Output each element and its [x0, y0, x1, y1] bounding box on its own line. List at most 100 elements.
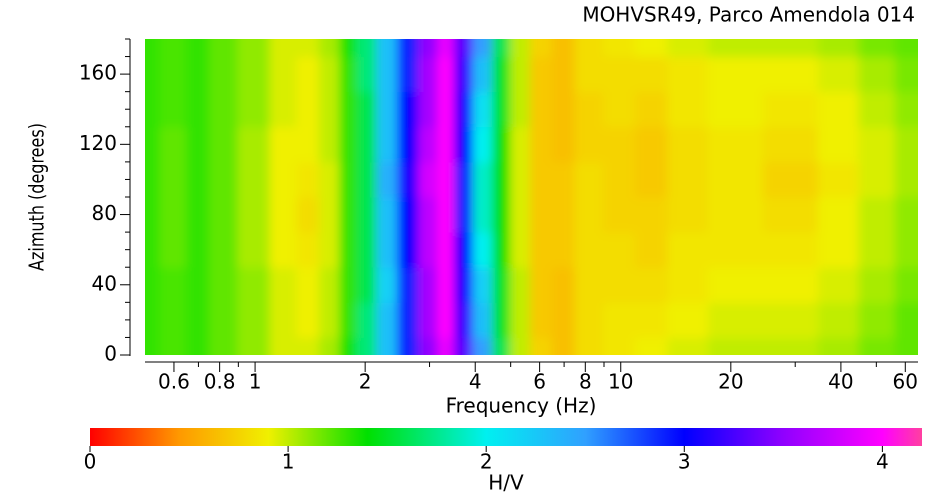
heat-cell — [209, 197, 238, 233]
heat-cell — [763, 232, 819, 268]
heat-cell — [818, 267, 860, 303]
heat-cell — [319, 161, 340, 198]
heat-cell — [397, 126, 419, 163]
heat-cell — [894, 126, 918, 163]
heat-cell — [858, 267, 896, 303]
heat-cell — [418, 39, 438, 58]
heat-cell — [269, 91, 297, 128]
colorbar-label: H/V — [488, 471, 524, 495]
heat-cell — [237, 232, 271, 268]
heat-cell — [339, 232, 358, 268]
heat-cell — [159, 337, 187, 355]
x-tick-label: 6 — [533, 370, 546, 394]
heat-cell — [437, 91, 455, 128]
heat-cell — [237, 267, 271, 303]
heat-cell — [186, 302, 210, 338]
y-tick-label: 120 — [79, 131, 117, 155]
heat-cell — [437, 39, 455, 58]
heat-cell — [472, 126, 493, 163]
heat-cell — [186, 39, 210, 58]
heat-cell — [635, 161, 668, 198]
heat-cell — [818, 302, 860, 338]
heat-cell — [339, 197, 358, 233]
heat-cell — [397, 337, 419, 355]
heat-cell — [418, 302, 438, 338]
heat-cell — [858, 91, 896, 128]
heat-cell — [209, 161, 238, 198]
heat-cell — [491, 267, 511, 303]
heat-cell — [635, 337, 668, 355]
heat-cell — [551, 197, 576, 233]
heat-cell — [437, 161, 455, 198]
heat-cell — [237, 126, 271, 163]
heat-cell — [858, 232, 896, 268]
heat-cell — [397, 302, 419, 338]
heat-cell — [635, 126, 668, 163]
heat-cell — [574, 302, 604, 338]
heat-cell — [491, 302, 511, 338]
x-tick-label: 1 — [249, 370, 262, 394]
heat-cell — [574, 197, 604, 233]
heat-cell — [356, 267, 377, 303]
heat-cell — [763, 39, 819, 58]
heat-cell — [491, 232, 511, 268]
heat-cell — [418, 126, 438, 163]
heat-cell — [339, 91, 358, 128]
heat-cell — [453, 232, 474, 268]
heat-cell — [529, 197, 553, 233]
heat-cell — [574, 337, 604, 355]
heat-cell — [319, 91, 340, 128]
heat-cell — [667, 197, 709, 233]
heat-cell — [667, 56, 709, 93]
heat-cell — [186, 197, 210, 233]
heat-cell — [551, 302, 576, 338]
heat-cell — [376, 337, 398, 355]
heat-cell — [603, 161, 636, 198]
heat-cell — [551, 39, 576, 58]
heat-cell — [418, 267, 438, 303]
heat-cell — [237, 302, 271, 338]
heat-cell — [269, 302, 297, 338]
heat-cell — [418, 161, 438, 198]
heat-cell — [529, 267, 553, 303]
heat-cell — [894, 232, 918, 268]
heat-cell — [510, 91, 531, 128]
heat-cell — [491, 161, 511, 198]
chart-title: MOHVSR49, Parco Amendola 014 — [582, 3, 915, 27]
heat-cell — [491, 337, 511, 355]
heat-cell — [818, 161, 860, 198]
heat-cell — [269, 232, 297, 268]
heat-cell — [818, 39, 860, 58]
heat-cell — [574, 126, 604, 163]
heat-cell — [574, 161, 604, 198]
heat-cell — [551, 267, 576, 303]
heat-cell — [145, 126, 160, 163]
heat-cell — [667, 161, 709, 198]
heat-cell — [818, 337, 860, 355]
heat-cell — [667, 337, 709, 355]
heat-cell — [603, 267, 636, 303]
heat-cell — [603, 197, 636, 233]
heat-cell — [551, 337, 576, 355]
heat-cell — [209, 267, 238, 303]
heat-cell — [453, 161, 474, 198]
heat-cell — [296, 197, 320, 233]
heat-cell — [209, 302, 238, 338]
heat-cell — [763, 337, 819, 355]
heat-cell — [453, 91, 474, 128]
heat-cell — [574, 39, 604, 58]
heat-cell — [376, 56, 398, 93]
heat-cell — [453, 197, 474, 233]
heat-cell — [510, 161, 531, 198]
heat-cell — [437, 56, 455, 93]
heat-cell — [763, 302, 819, 338]
heat-cell — [186, 126, 210, 163]
heat-cell — [237, 39, 271, 58]
heat-cell — [894, 197, 918, 233]
heat-cell — [376, 39, 398, 58]
heat-cell — [339, 337, 358, 355]
heat-cell — [818, 126, 860, 163]
heat-cell — [707, 91, 764, 128]
heat-cell — [551, 91, 576, 128]
heat-cell — [510, 197, 531, 233]
